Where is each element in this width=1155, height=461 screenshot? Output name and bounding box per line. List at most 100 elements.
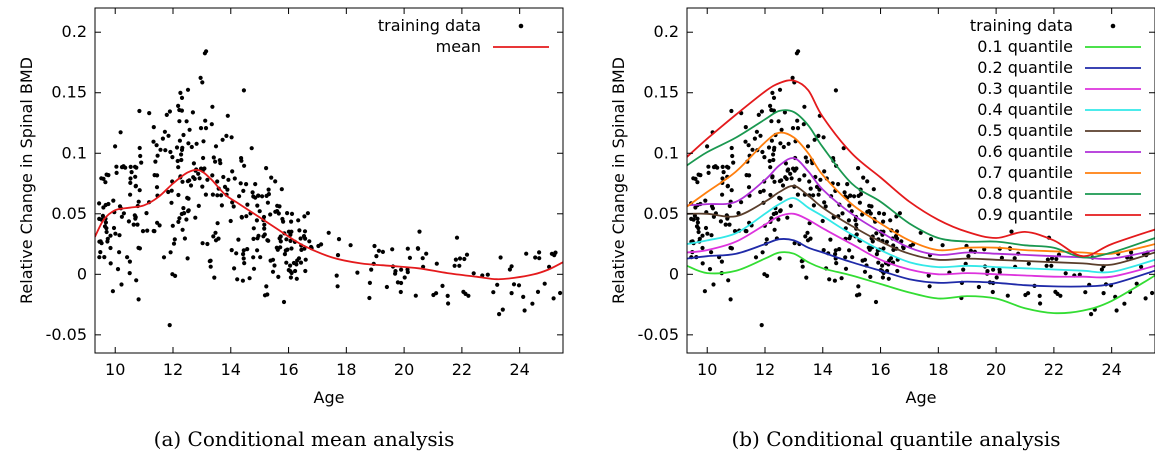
data-point [200,80,205,85]
data-point [857,200,863,205]
y-tick-label: 0.05 [643,204,679,223]
data-point [264,166,269,171]
data-point [713,164,718,169]
data-point [1129,250,1134,255]
data-point [770,90,775,95]
data-point [693,176,698,181]
y-tick-label: 0.1 [654,143,679,162]
data-point [272,263,277,268]
data-point [266,192,271,197]
x-tick-label: 20 [394,360,414,379]
data-point [778,196,783,201]
data-point [294,276,299,281]
data-point [262,222,267,227]
data-point [522,308,527,313]
series-lines [95,168,563,281]
data-point [303,268,308,274]
data-point [549,251,555,256]
data-point [940,243,945,248]
data-point [709,204,715,209]
data-point [731,160,736,165]
data-point [847,248,852,253]
data-point [881,246,886,251]
data-point [296,218,301,223]
data-point [155,153,160,158]
data-point [126,219,131,224]
data-point [832,278,838,283]
data-point [121,164,126,169]
data-point [103,220,108,225]
data-point [758,189,763,195]
data-point [822,169,827,174]
data-point [854,222,859,227]
data-point [744,173,749,178]
data-point [170,155,175,160]
x-axis-label: Age [314,388,345,407]
data-point [222,184,228,189]
data-point [186,196,191,201]
x-tick-label: 24 [509,360,529,379]
data-point [203,118,208,123]
data-point [856,166,861,171]
data-point [176,219,181,224]
data-point [874,252,880,257]
data-point [117,250,122,255]
data-point [220,137,225,142]
data-point [180,227,185,232]
data-point [895,236,900,241]
data-point [241,256,246,261]
data-point [1089,312,1094,317]
x-tick-label: 16 [870,360,890,379]
data-point [133,184,138,189]
data-point [179,152,184,157]
legend-label-training-data: training data [378,16,481,35]
data-point [807,179,812,184]
data-point [730,153,735,159]
data-point [114,170,119,175]
data-point [154,143,159,148]
data-point [777,179,783,184]
data-point [856,284,861,289]
data-point [772,227,777,232]
data-point [135,222,140,227]
data-point [533,255,538,260]
data-point [761,188,766,193]
y-tick-label: -0.05 [46,325,87,344]
data-point [746,185,752,190]
data-point [253,182,258,187]
data-point [225,187,230,192]
data-point [927,284,932,289]
data-point [736,211,741,216]
y-tick-label: 0.2 [654,22,679,41]
data-point [170,223,175,228]
data-point [781,144,786,150]
data-point [296,256,302,261]
data-point [768,103,773,108]
data-point [760,250,765,255]
data-point [260,194,265,199]
data-point [816,192,821,197]
data-point [104,226,109,231]
data-point [768,165,773,170]
data-point [226,177,231,182]
data-point [729,108,734,114]
data-point [188,183,194,188]
data-point [231,204,236,209]
data-point [128,180,133,185]
data-point [291,260,296,266]
data-point [213,238,219,243]
data-point [836,182,841,187]
data-point [818,177,823,182]
data-point [282,252,287,257]
data-point [498,255,503,260]
data-point [698,173,703,178]
legend-label-training-data: training data [970,16,1073,35]
data-point [219,203,224,208]
data-point [209,122,214,127]
data-point [1053,289,1058,294]
series-line-0-1-quantile [687,251,1155,315]
data-point [127,259,132,264]
data-point [868,274,873,279]
data-point [297,228,302,233]
data-point [369,267,374,272]
